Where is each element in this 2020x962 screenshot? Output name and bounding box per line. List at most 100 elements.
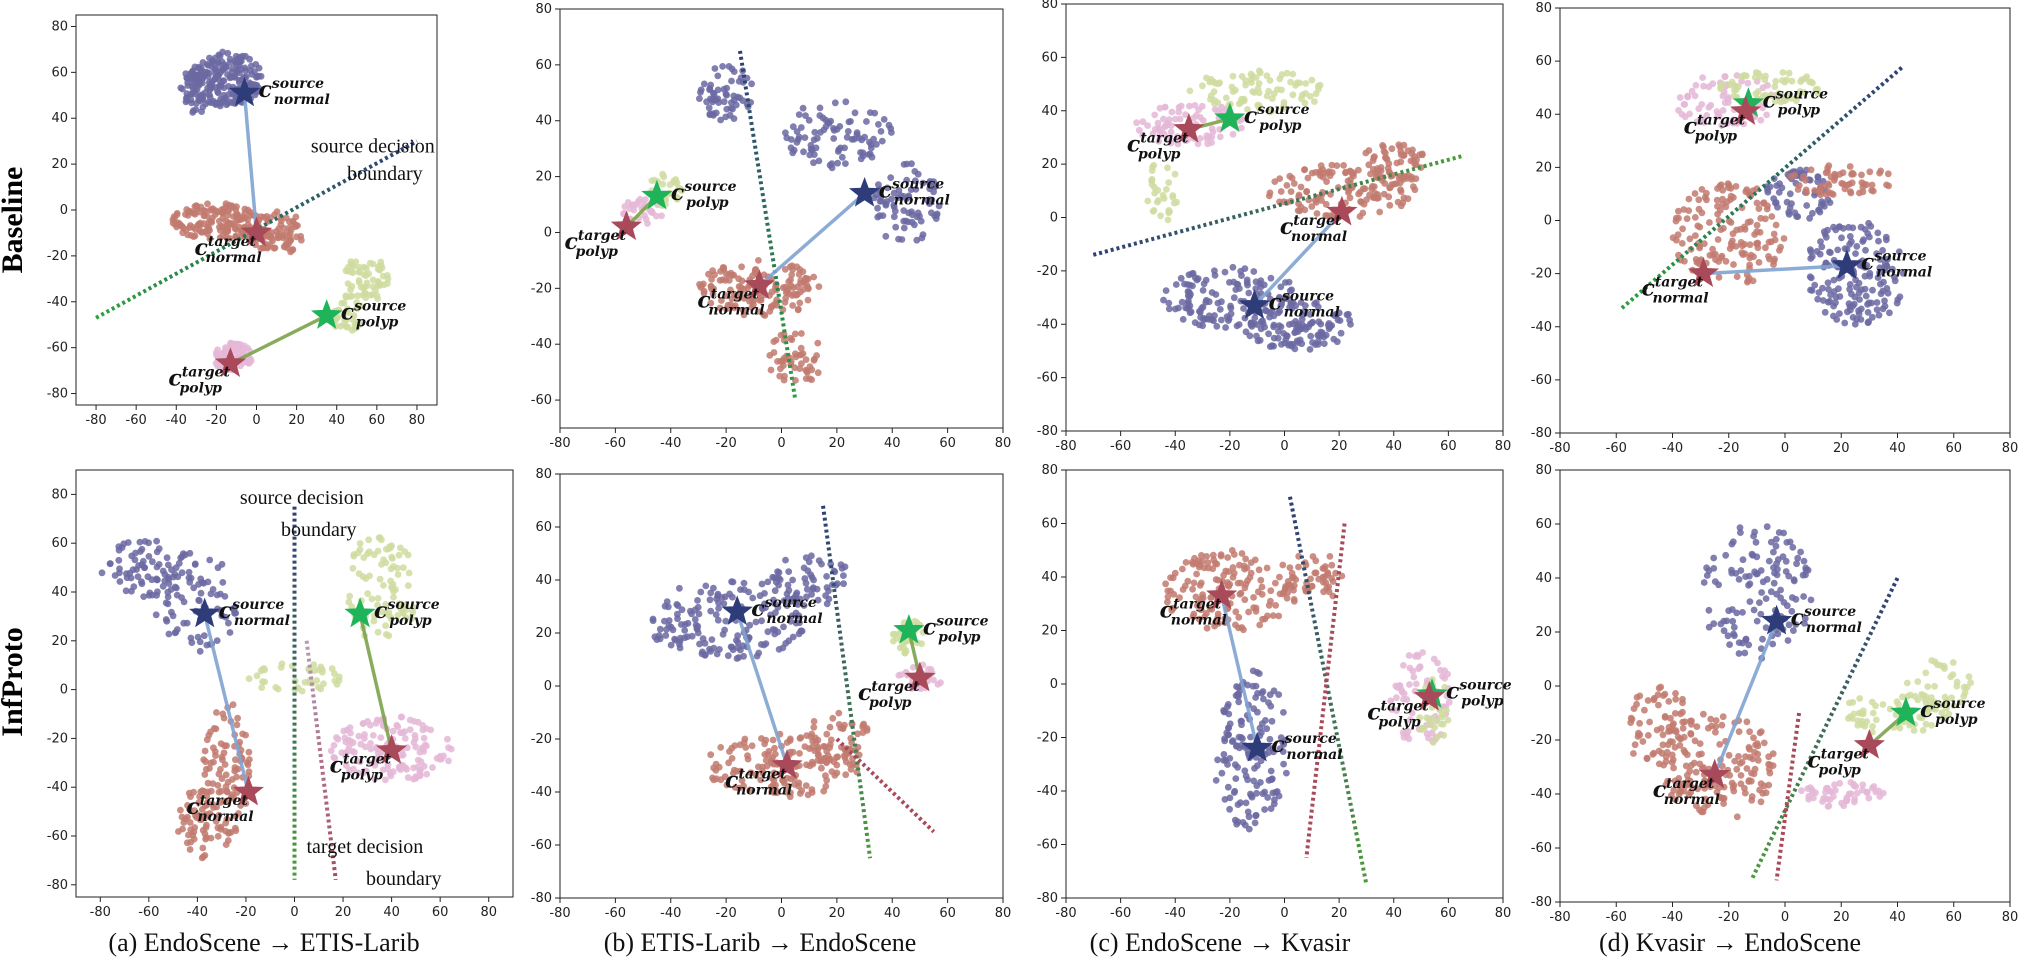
data-point bbox=[1866, 269, 1874, 277]
data-point bbox=[1788, 77, 1796, 85]
prototype-label: ctarget polyp bbox=[1684, 113, 1746, 145]
boundary-annotation: boundary bbox=[347, 163, 423, 185]
data-point bbox=[1716, 206, 1724, 214]
x-tick-label: 40 bbox=[1889, 441, 1906, 456]
data-point bbox=[1687, 730, 1695, 737]
data-point bbox=[196, 647, 204, 655]
data-point bbox=[187, 634, 195, 642]
data-point bbox=[1252, 285, 1260, 293]
data-point bbox=[377, 262, 385, 269]
data-point bbox=[1272, 602, 1280, 609]
data-point bbox=[1663, 748, 1671, 756]
data-point bbox=[808, 574, 816, 581]
data-point bbox=[1203, 296, 1210, 304]
data-point bbox=[1326, 553, 1334, 560]
data-point bbox=[1218, 103, 1225, 111]
data-point bbox=[698, 282, 706, 290]
data-point bbox=[1282, 736, 1290, 744]
data-point bbox=[1700, 240, 1708, 248]
data-point bbox=[145, 553, 153, 560]
data-point bbox=[1785, 572, 1793, 580]
data-point bbox=[1698, 750, 1705, 758]
data-point bbox=[1864, 309, 1872, 316]
data-point bbox=[1754, 88, 1762, 95]
data-point bbox=[1793, 560, 1800, 568]
data-point bbox=[895, 672, 903, 679]
y-tick-label: -40 bbox=[1531, 787, 1552, 802]
data-point bbox=[1190, 610, 1198, 618]
prototype-arrow bbox=[735, 611, 789, 767]
data-point bbox=[1760, 782, 1768, 790]
data-point bbox=[1847, 779, 1855, 786]
data-point bbox=[1814, 178, 1822, 186]
data-point bbox=[1246, 332, 1254, 340]
data-point bbox=[1669, 756, 1677, 764]
data-point bbox=[931, 183, 939, 191]
data-point bbox=[1747, 251, 1755, 259]
data-point bbox=[1237, 589, 1245, 597]
data-point bbox=[201, 747, 209, 755]
data-point bbox=[124, 539, 132, 546]
data-point bbox=[1709, 251, 1717, 259]
x-tick-label: -20 bbox=[206, 413, 227, 428]
data-point bbox=[707, 648, 714, 655]
data-point bbox=[404, 582, 412, 589]
data-point bbox=[1655, 701, 1662, 709]
data-point bbox=[1428, 729, 1436, 737]
data-point bbox=[1263, 72, 1271, 80]
data-point bbox=[398, 713, 406, 721]
data-point bbox=[1278, 341, 1285, 348]
data-point bbox=[1229, 263, 1237, 271]
boundary-annotation: target decision bbox=[306, 836, 423, 858]
data-point bbox=[1304, 174, 1312, 182]
data-point bbox=[190, 584, 198, 592]
data-point bbox=[785, 568, 793, 575]
data-point bbox=[1439, 720, 1447, 728]
data-point bbox=[1176, 594, 1183, 602]
data-point bbox=[356, 540, 364, 547]
y-tick-label: -20 bbox=[1037, 264, 1058, 279]
prototype-star bbox=[228, 76, 261, 107]
data-point bbox=[1893, 299, 1901, 307]
data-point bbox=[202, 824, 210, 831]
data-point bbox=[1903, 679, 1911, 687]
boundary-annotation: source decision bbox=[311, 136, 435, 158]
data-point bbox=[1198, 552, 1205, 559]
data-point bbox=[1319, 173, 1327, 181]
data-point bbox=[1807, 784, 1814, 791]
data-point bbox=[807, 733, 815, 741]
data-point bbox=[1818, 243, 1826, 251]
data-point bbox=[1225, 317, 1232, 324]
data-point bbox=[1254, 708, 1261, 716]
data-point bbox=[342, 738, 350, 746]
data-point bbox=[364, 550, 371, 558]
decision-boundary bbox=[835, 737, 936, 834]
data-point bbox=[1250, 594, 1257, 601]
x-tick-label: -40 bbox=[1662, 910, 1683, 925]
data-point bbox=[342, 762, 350, 769]
data-point bbox=[203, 736, 211, 744]
data-point bbox=[1716, 741, 1724, 748]
data-point bbox=[707, 607, 715, 615]
data-point bbox=[1671, 796, 1679, 803]
data-point bbox=[1242, 555, 1249, 563]
data-point bbox=[447, 745, 455, 753]
data-point bbox=[1665, 698, 1673, 705]
data-point bbox=[1221, 268, 1229, 276]
data-point bbox=[708, 285, 715, 293]
data-point bbox=[1739, 609, 1746, 616]
data-point bbox=[1318, 197, 1325, 204]
data-point bbox=[728, 578, 735, 586]
data-point bbox=[1275, 322, 1283, 329]
data-point bbox=[1289, 70, 1297, 78]
data-point bbox=[1754, 742, 1762, 750]
data-point bbox=[1208, 133, 1216, 141]
data-point bbox=[1751, 568, 1758, 576]
data-point bbox=[215, 76, 223, 83]
data-point bbox=[195, 93, 203, 101]
data-point bbox=[723, 105, 731, 113]
data-point bbox=[186, 224, 194, 232]
data-point bbox=[873, 140, 880, 148]
data-point bbox=[1844, 308, 1851, 316]
data-point bbox=[184, 231, 192, 239]
